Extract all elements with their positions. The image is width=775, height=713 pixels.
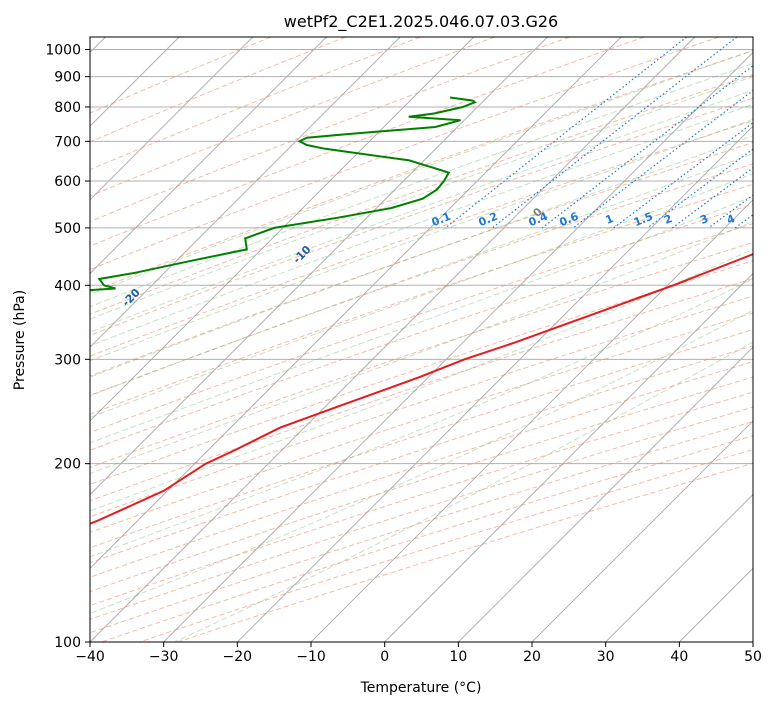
x-tick-label: −10 <box>296 649 326 665</box>
x-axis-label: Temperature (°C) <box>360 680 482 696</box>
y-tick-label: 500 <box>54 221 81 237</box>
y-tick-label: 200 <box>54 457 81 473</box>
x-tick-label: −40 <box>75 649 105 665</box>
x-tick-label: 0 <box>380 649 389 665</box>
x-tick-label: 50 <box>744 649 762 665</box>
x-tick-label: 30 <box>597 649 615 665</box>
x-tick-label: 20 <box>523 649 541 665</box>
y-tick-label: 1000 <box>45 43 81 59</box>
y-tick-label: 800 <box>54 100 81 116</box>
y-axis-label: Pressure (hPa) <box>12 290 28 390</box>
x-tick-label: 40 <box>670 649 688 665</box>
x-tick-label: −30 <box>149 649 179 665</box>
y-tick-label: 600 <box>54 174 81 190</box>
y-tick-label: 300 <box>54 352 81 368</box>
y-tick-label: 900 <box>54 70 81 86</box>
y-tick-label: 700 <box>54 134 81 150</box>
y-tick-label: 400 <box>54 278 81 294</box>
x-tick-label: 10 <box>449 649 467 665</box>
y-tick-label: 100 <box>54 635 81 651</box>
chart-title: wetPf2_C2E1.2025.046.07.03.G26 <box>284 12 558 32</box>
x-tick-label: −20 <box>223 649 253 665</box>
